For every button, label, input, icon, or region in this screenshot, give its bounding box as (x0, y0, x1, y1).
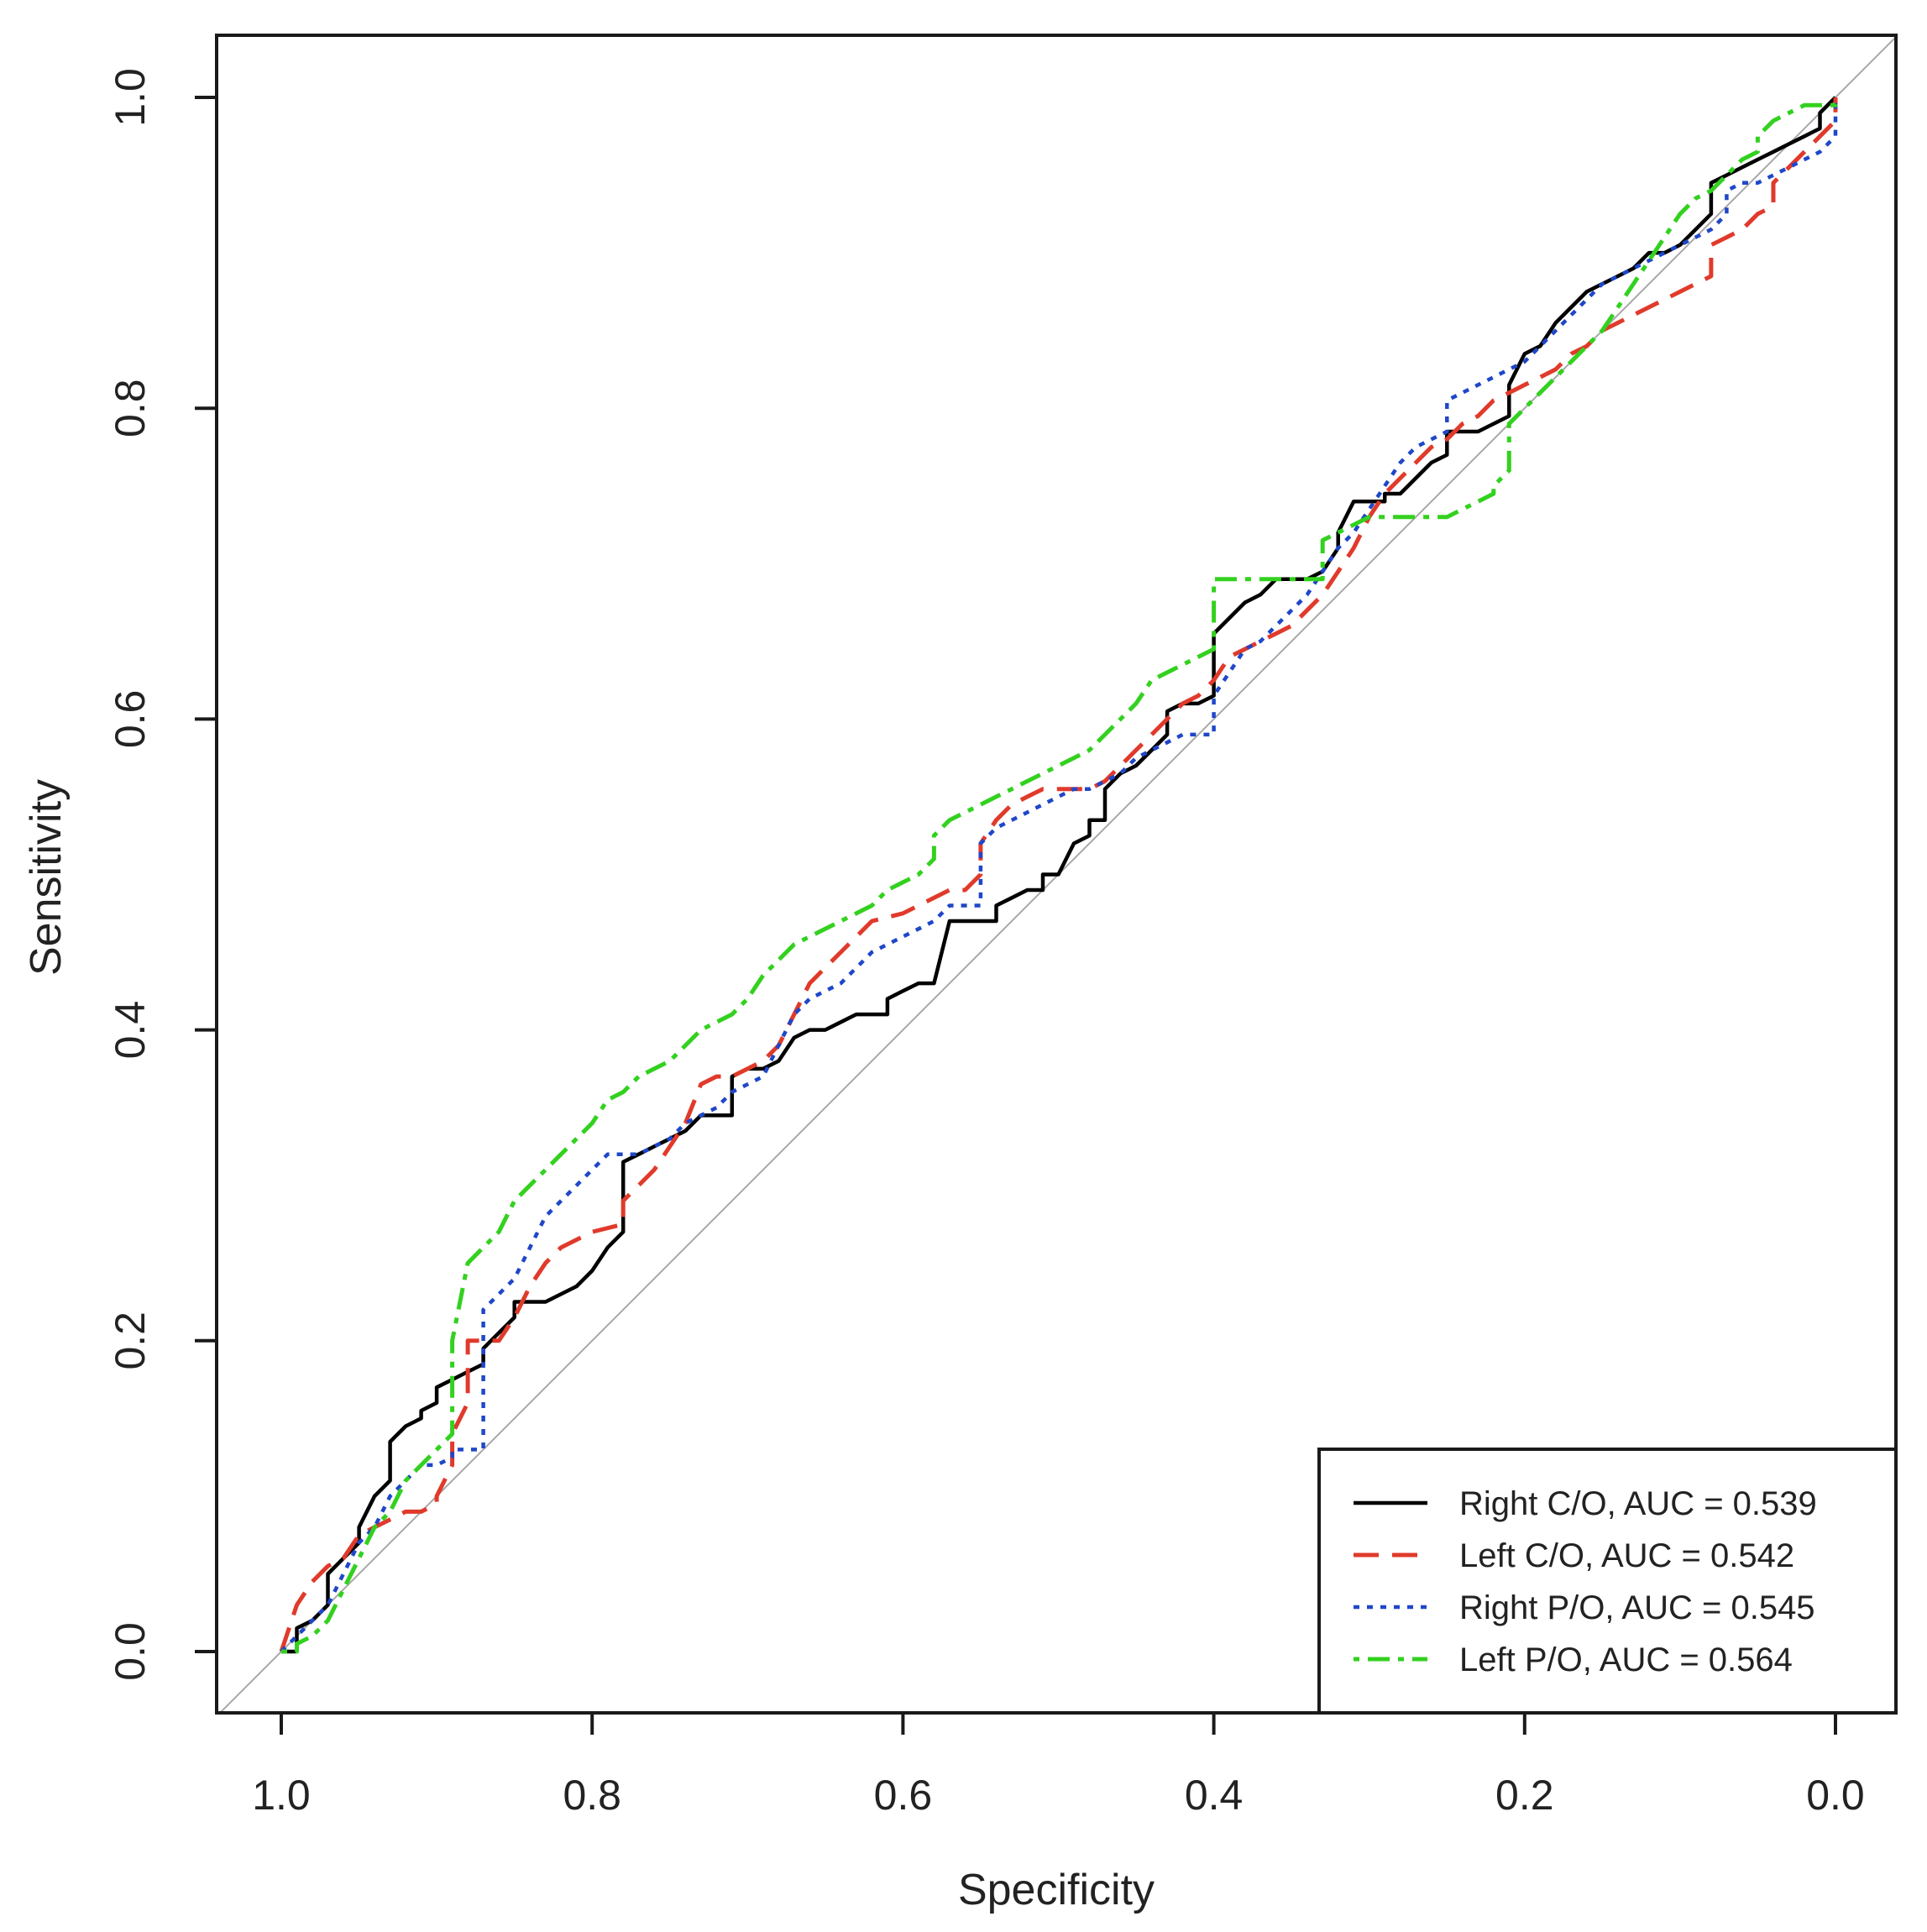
y-tick-label: 0.2 (107, 1312, 154, 1370)
legend-label: Right P/O, AUC = 0.545 (1459, 1589, 1815, 1626)
legend-label: Left P/O, AUC = 0.564 (1459, 1641, 1793, 1678)
y-tick-label: 0.8 (107, 379, 154, 437)
series-layer (279, 96, 1838, 1654)
x-tick-label: 0.2 (1495, 1772, 1554, 1819)
y-tick-label: 1.0 (107, 68, 154, 127)
plot-frame (215, 34, 1898, 1715)
y-tick-label: 0.6 (107, 690, 154, 749)
y-axis-title: Sensitivity (22, 779, 71, 976)
legend-label: Left C/O, AUC = 0.542 (1459, 1537, 1794, 1574)
legend-label: Right C/O, AUC = 0.539 (1459, 1485, 1817, 1522)
series-line-right-c-o (281, 96, 1837, 1654)
x-axis-title: Specificity (958, 1866, 1155, 1914)
x-axis: 1.0 0.8 0.6 0.4 0.2 0.0 (252, 1713, 1865, 1819)
y-tick-label: 0.4 (107, 1001, 154, 1060)
x-tick-label: 0.4 (1185, 1772, 1244, 1819)
legend: Right C/O, AUC = 0.539 Left C/O, AUC = 0.… (1317, 1448, 1898, 1715)
x-tick-label: 0.0 (1806, 1772, 1865, 1819)
x-tick-label: 0.6 (874, 1772, 933, 1819)
legend-box (1317, 1448, 1898, 1715)
x-tick-label: 1.0 (252, 1772, 311, 1819)
y-tick-label: 0.0 (107, 1622, 154, 1681)
x-tick-label: 0.8 (563, 1772, 621, 1819)
y-axis: 0.0 0.2 0.4 0.6 0.8 1.0 (107, 68, 217, 1681)
series-line-left-p-o (281, 97, 1838, 1654)
series-line-left-c-o (279, 97, 1838, 1652)
